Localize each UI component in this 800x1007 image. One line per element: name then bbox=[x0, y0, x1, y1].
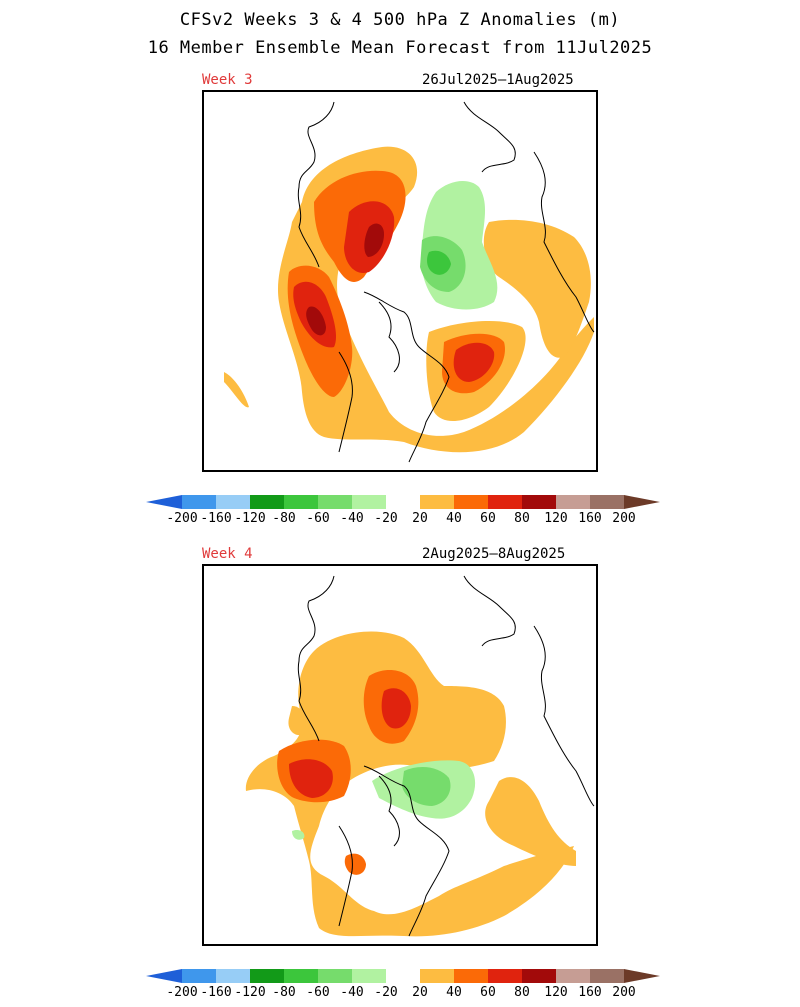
colorbar-swatch bbox=[352, 495, 386, 509]
colorbar-swatch bbox=[182, 495, 216, 509]
colorbar-swatch bbox=[182, 969, 216, 983]
colorbar-swatch bbox=[420, 495, 454, 509]
colorbar-swatch bbox=[284, 969, 318, 983]
colorbar-swatch bbox=[488, 969, 522, 983]
colorbar-swatch bbox=[250, 495, 284, 509]
colorbar-swatch bbox=[420, 969, 454, 983]
colorbar-tick-label: 120 bbox=[544, 985, 568, 1000]
colorbar-tick-label: 20 bbox=[412, 511, 428, 526]
colorbar-tick-label: -200 bbox=[166, 985, 198, 1000]
anomaly-region-positive bbox=[453, 342, 495, 382]
anomaly-region-negative bbox=[427, 250, 451, 275]
colorbar-swatch bbox=[250, 969, 284, 983]
colorbar-tick-label: 40 bbox=[446, 985, 462, 1000]
panel-week-3-date-range: 26Jul2025—1Aug2025 bbox=[422, 72, 574, 88]
colorbar-arrow-left bbox=[146, 495, 182, 509]
colorbar-swatch bbox=[522, 969, 556, 983]
colorbar-arrow-right bbox=[624, 969, 660, 983]
colorbar-swatch bbox=[556, 495, 590, 509]
colorbar-tick-label: -20 bbox=[374, 511, 398, 526]
colorbar-tick-label: 120 bbox=[544, 511, 568, 526]
colorbar-swatch bbox=[590, 969, 624, 983]
chart-title: CFSv2 Weeks 3 & 4 500 hPa Z Anomalies (m… bbox=[179, 10, 621, 30]
colorbar-tick-label: -120 bbox=[234, 511, 266, 526]
colorbar-swatch bbox=[454, 495, 488, 509]
anomaly-region-positive bbox=[289, 759, 333, 798]
anomaly-region-positive bbox=[381, 688, 411, 729]
colorbar-week-3: -200 -160 -120 -80 -60 -40 -20 20 40 60 … bbox=[142, 493, 662, 533]
colorbar-swatch bbox=[216, 969, 250, 983]
colorbar-tick-label: 200 bbox=[612, 985, 636, 1000]
colorbar-tick-label: -80 bbox=[272, 511, 296, 526]
anomaly-region-positive bbox=[245, 631, 574, 937]
colorbar-tick-label: -20 bbox=[374, 985, 398, 1000]
colorbar-tick-label: -60 bbox=[306, 511, 330, 526]
colorbar-swatch bbox=[488, 495, 522, 509]
colorbar-tick-label: 20 bbox=[412, 985, 428, 1000]
colorbar-tick-label: 60 bbox=[480, 985, 496, 1000]
colorbar-tick-label: -160 bbox=[200, 511, 232, 526]
colorbar-tick-label: 160 bbox=[578, 985, 602, 1000]
anomaly-region-positive bbox=[344, 853, 366, 875]
colorbar-swatch bbox=[454, 969, 488, 983]
colorbar-tick-label: -60 bbox=[306, 985, 330, 1000]
colorbar-tick-label: -40 bbox=[340, 511, 364, 526]
colorbar-swatch bbox=[386, 495, 420, 509]
colorbar-swatch bbox=[386, 969, 420, 983]
colorbar-tick-label: 160 bbox=[578, 511, 602, 526]
anomaly-region-negative bbox=[402, 766, 451, 806]
colorbar-swatch bbox=[318, 969, 352, 983]
colorbar-swatch bbox=[216, 495, 250, 509]
colorbar-tick-label: 40 bbox=[446, 511, 462, 526]
colorbar-swatch bbox=[590, 495, 624, 509]
colorbar-swatch bbox=[352, 969, 386, 983]
colorbar-week-4: -200 -160 -120 -80 -60 -40 -20 20 40 60 … bbox=[142, 967, 662, 1007]
colorbar-tick-label: -200 bbox=[166, 511, 198, 526]
panel-week-4-date-range: 2Aug2025—8Aug2025 bbox=[422, 546, 566, 562]
colorbar-swatch bbox=[318, 495, 352, 509]
colorbar-arrow-left bbox=[146, 969, 182, 983]
colorbar-tick-label: -120 bbox=[234, 985, 266, 1000]
anomaly-region-positive bbox=[483, 219, 591, 358]
anomaly-region-positive bbox=[306, 306, 326, 336]
colorbar-swatch bbox=[284, 495, 318, 509]
colorbar-tick-label: -80 bbox=[272, 985, 296, 1000]
colorbar-tick-label: -160 bbox=[200, 985, 232, 1000]
colorbar-tick-label: 200 bbox=[612, 511, 636, 526]
colorbar-swatch bbox=[522, 495, 556, 509]
panel-week-3-label: Week 3 bbox=[202, 72, 253, 88]
colorbar-arrow-right bbox=[624, 495, 660, 509]
map-week-4 bbox=[202, 564, 598, 946]
colorbar-tick-label: 80 bbox=[514, 985, 530, 1000]
anomaly-region-positive bbox=[224, 372, 249, 408]
colorbar-tick-label: 80 bbox=[514, 511, 530, 526]
map-week-3 bbox=[202, 90, 598, 472]
anomaly-region-positive bbox=[288, 706, 306, 736]
chart-subtitle: 16 Member Ensemble Mean Forecast from 11… bbox=[147, 38, 653, 58]
colorbar-swatch bbox=[556, 969, 590, 983]
anomaly-region-negative bbox=[292, 829, 305, 840]
anomaly-region-positive bbox=[364, 223, 384, 257]
panel-week-4-label: Week 4 bbox=[202, 546, 253, 562]
colorbar-tick-label: -40 bbox=[340, 985, 364, 1000]
colorbar-tick-label: 60 bbox=[480, 511, 496, 526]
anomaly-region-positive bbox=[485, 777, 576, 866]
